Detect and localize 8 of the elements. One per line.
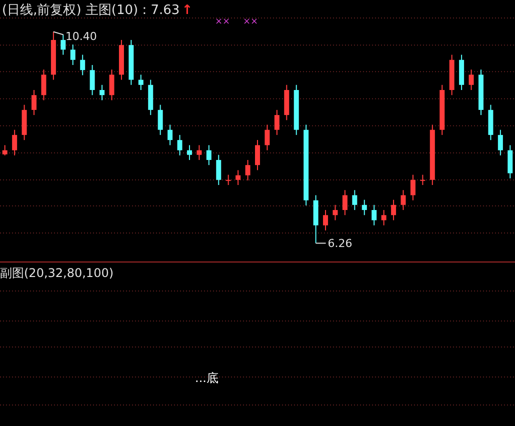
text: ...底 xyxy=(195,371,218,385)
text: ×× xyxy=(215,17,230,27)
chart-title: (日线,前复权) 主图(10) : 7.63 xyxy=(2,2,180,18)
text: 副图(20,32,80,100) xyxy=(0,266,114,280)
text: ×× xyxy=(243,17,258,27)
text: ↑ xyxy=(182,3,193,18)
annotation: 10.40 xyxy=(65,30,97,43)
annotation: 6.26 xyxy=(328,237,352,250)
